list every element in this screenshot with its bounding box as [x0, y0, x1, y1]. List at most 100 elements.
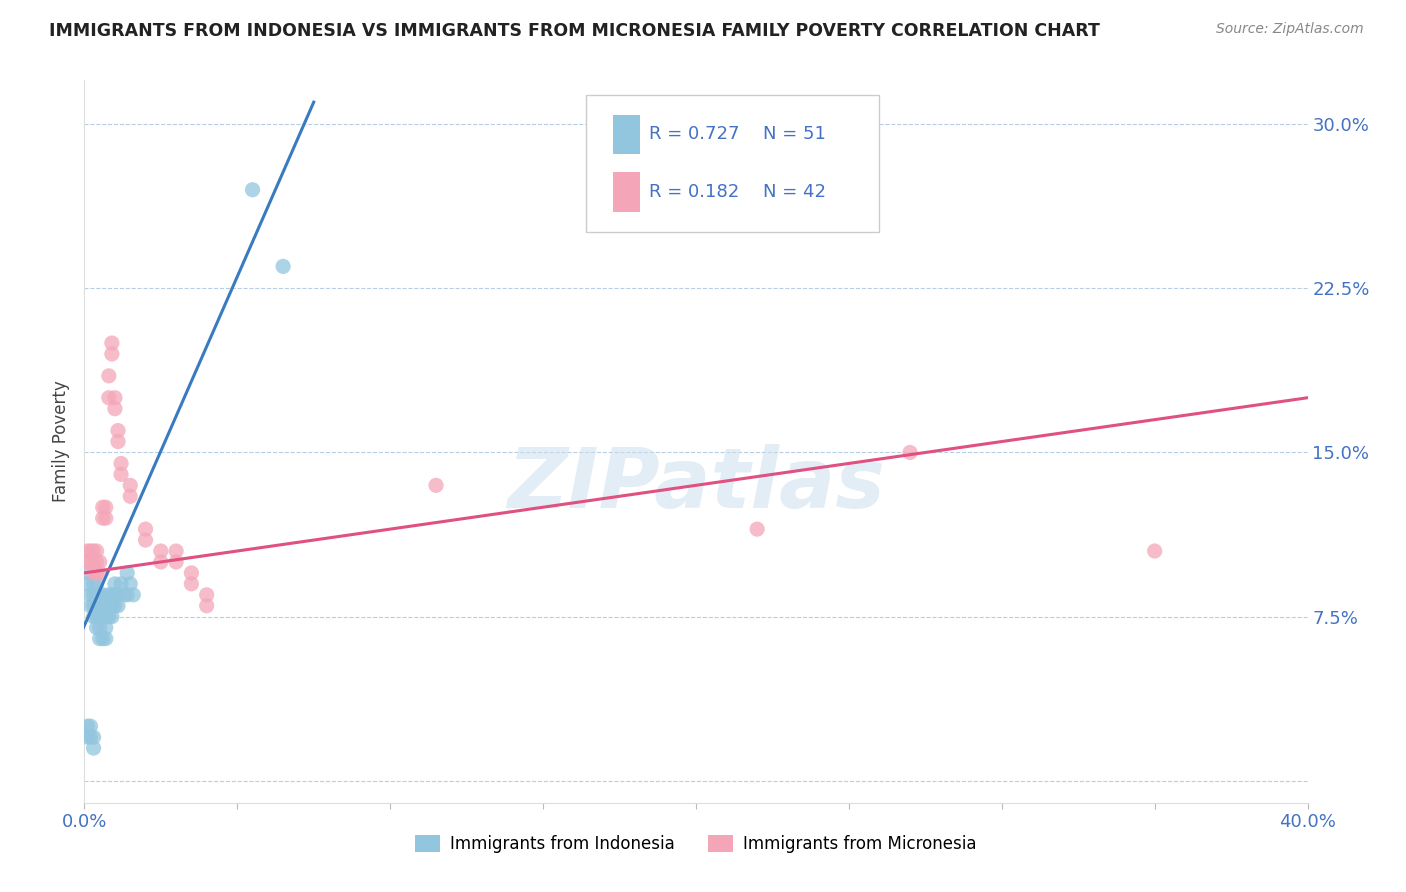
Point	[101, 336, 124, 351]
Point	[101, 588, 124, 602]
Point	[76, 555, 98, 569]
Point	[107, 424, 129, 438]
Point	[242, 183, 264, 197]
Point	[165, 555, 187, 569]
Point	[180, 577, 202, 591]
Point	[79, 555, 101, 569]
Text: Source: ZipAtlas.com: Source: ZipAtlas.com	[1216, 22, 1364, 37]
Point	[79, 588, 101, 602]
Point	[91, 511, 114, 525]
Point	[91, 609, 114, 624]
Point	[97, 368, 120, 383]
Point	[83, 555, 105, 569]
Point	[120, 489, 142, 503]
Point	[76, 719, 98, 733]
Point	[1143, 544, 1166, 558]
Point	[104, 588, 127, 602]
Point	[86, 599, 108, 613]
Point	[94, 500, 117, 515]
Point	[91, 500, 114, 515]
Point	[271, 260, 294, 274]
Point	[76, 544, 98, 558]
Point	[110, 577, 132, 591]
Point	[89, 566, 111, 580]
Point	[83, 599, 105, 613]
Point	[86, 621, 108, 635]
Point	[135, 533, 157, 547]
Point	[89, 599, 111, 613]
Point	[86, 566, 108, 580]
Text: N = 51: N = 51	[763, 126, 827, 144]
Point	[425, 478, 447, 492]
Point	[86, 544, 108, 558]
Point	[86, 609, 108, 624]
Point	[86, 588, 108, 602]
Point	[97, 609, 120, 624]
Point	[94, 609, 117, 624]
Point	[165, 544, 187, 558]
Point	[120, 478, 142, 492]
Point	[89, 632, 111, 646]
Point	[83, 730, 105, 744]
Point	[89, 621, 111, 635]
Point	[79, 544, 101, 558]
Point	[104, 401, 127, 416]
Point	[120, 577, 142, 591]
Point	[747, 522, 769, 536]
Point	[94, 632, 117, 646]
Point	[115, 566, 138, 580]
Point	[83, 544, 105, 558]
Point	[79, 599, 101, 613]
Point	[97, 588, 120, 602]
Point	[110, 457, 132, 471]
Point	[89, 609, 111, 624]
Text: R = 0.727: R = 0.727	[650, 126, 740, 144]
Point	[83, 609, 105, 624]
Text: R = 0.182: R = 0.182	[650, 183, 740, 202]
Point	[107, 588, 129, 602]
Text: IMMIGRANTS FROM INDONESIA VS IMMIGRANTS FROM MICRONESIA FAMILY POVERTY CORRELATI: IMMIGRANTS FROM INDONESIA VS IMMIGRANTS …	[49, 22, 1099, 40]
Point	[115, 588, 138, 602]
Point	[97, 391, 120, 405]
Point	[104, 599, 127, 613]
Point	[107, 599, 129, 613]
Bar	[613, 172, 640, 212]
Point	[76, 730, 98, 744]
Point	[104, 391, 127, 405]
Point	[104, 577, 127, 591]
Point	[112, 588, 135, 602]
Point	[94, 599, 117, 613]
Point	[83, 577, 105, 591]
Point	[91, 599, 114, 613]
Point	[110, 467, 132, 482]
Point	[79, 730, 101, 744]
Point	[76, 566, 98, 580]
Point	[94, 621, 117, 635]
Point	[149, 555, 172, 569]
Point	[94, 511, 117, 525]
Point	[83, 588, 105, 602]
Legend: Immigrants from Indonesia, Immigrants from Micronesia: Immigrants from Indonesia, Immigrants fr…	[409, 828, 983, 860]
Y-axis label: Family Poverty: Family Poverty	[52, 381, 70, 502]
Point	[149, 544, 172, 558]
Point	[195, 599, 218, 613]
Point	[89, 588, 111, 602]
Point	[101, 599, 124, 613]
Point	[79, 719, 101, 733]
Text: N = 42: N = 42	[763, 183, 827, 202]
Point	[86, 555, 108, 569]
Point	[89, 555, 111, 569]
Point	[86, 577, 108, 591]
FancyBboxPatch shape	[586, 95, 880, 232]
Point	[91, 632, 114, 646]
Point	[180, 566, 202, 580]
Point	[101, 609, 124, 624]
Point	[97, 599, 120, 613]
Point	[195, 588, 218, 602]
Point	[898, 445, 921, 459]
Point	[135, 522, 157, 536]
Point	[101, 347, 124, 361]
Point	[76, 577, 98, 591]
Text: ZIPatlas: ZIPatlas	[508, 444, 884, 525]
Point	[83, 566, 105, 580]
